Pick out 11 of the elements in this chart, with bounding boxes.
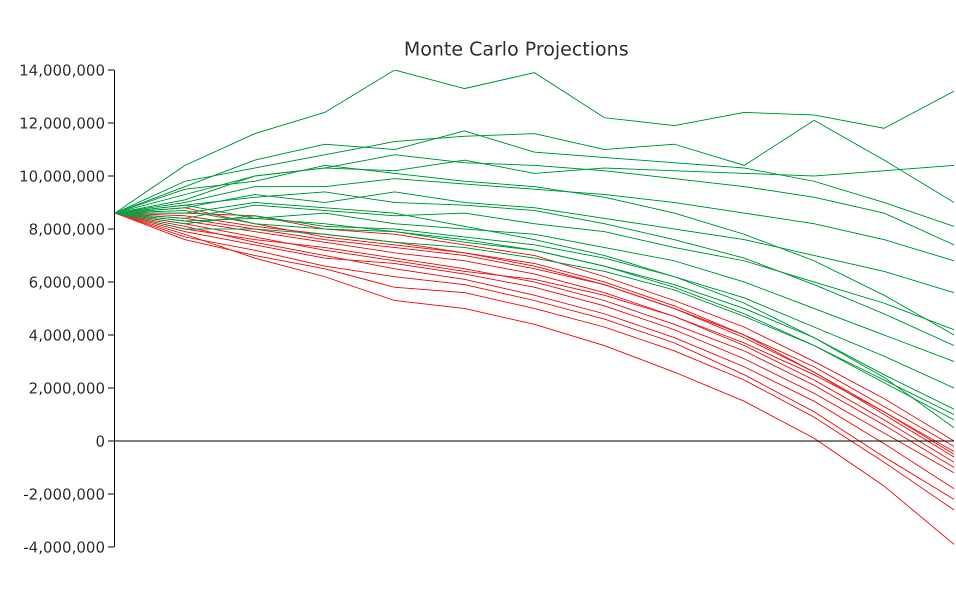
chart-title: Monte Carlo Projections: [404, 38, 629, 60]
y-tick-label: 10,000,000: [19, 167, 105, 186]
y-tick-label: 8,000,000: [28, 220, 105, 238]
y-tick-label: -4,000,000: [23, 538, 105, 556]
y-tick-label: -2,000,000: [23, 485, 105, 504]
y-tick-label: 2,000,000: [28, 379, 105, 398]
y-tick-label: 0: [95, 432, 105, 450]
y-tick-label: 14,000,000: [19, 61, 105, 80]
y-tick-label: 12,000,000: [19, 114, 105, 132]
y-tick-label: 4,000,000: [28, 326, 105, 344]
y-tick-label: 6,000,000: [28, 273, 105, 292]
